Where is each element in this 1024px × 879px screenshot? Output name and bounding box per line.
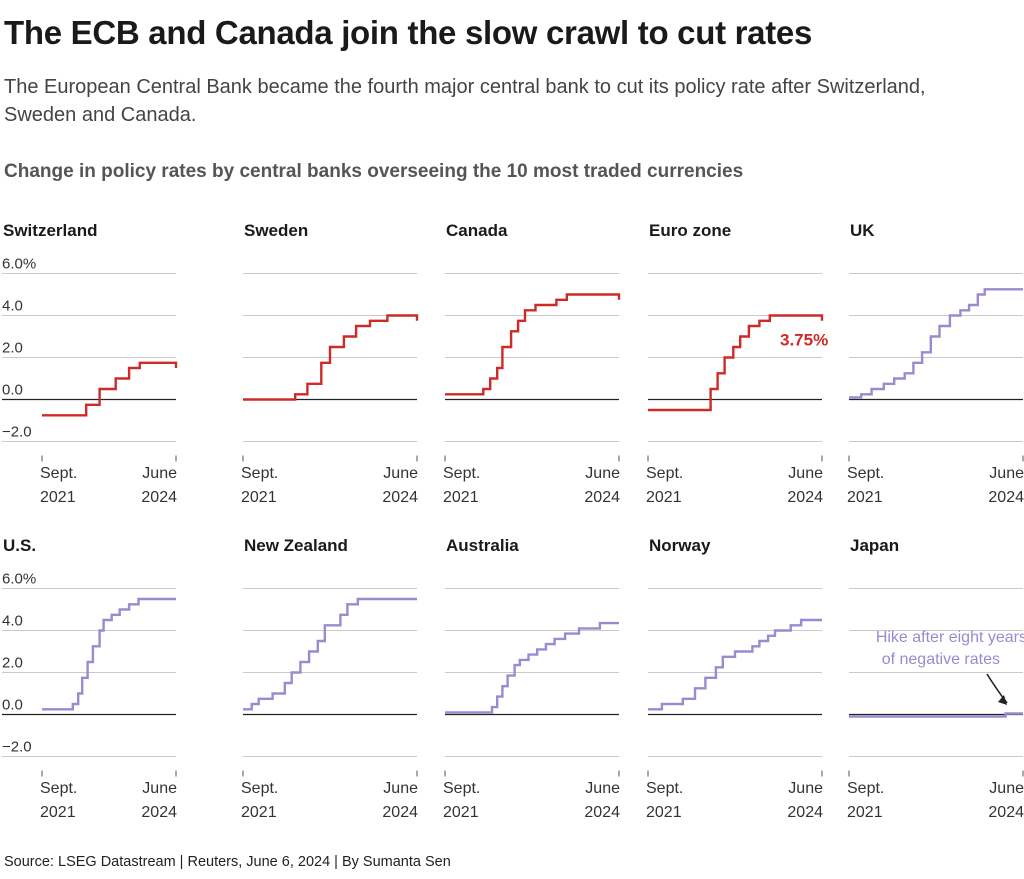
x-tick-label: Sept. xyxy=(40,465,77,482)
x-tick-label: Sept. xyxy=(443,465,480,482)
x-tick-label: Sept. xyxy=(241,780,278,797)
x-tick-label: 2024 xyxy=(382,489,418,506)
y-tick-label: 6.0% xyxy=(2,256,36,273)
panel-title-euro-zone: Euro zone xyxy=(649,221,731,240)
series-line-switzerland xyxy=(42,361,178,417)
x-tick-label: June xyxy=(142,780,177,797)
y-tick-label: 6.0% xyxy=(2,571,36,588)
panel-title-sweden: Sweden xyxy=(244,221,308,240)
x-tick-label: 2024 xyxy=(584,804,620,821)
chart-heading: Change in policy rates by central banks … xyxy=(4,161,744,182)
series-line-sweden xyxy=(243,314,419,401)
annotation-text: Hike after eight years xyxy=(876,629,1024,646)
x-tick-label: 2024 xyxy=(988,489,1024,506)
series-line-norway xyxy=(648,618,822,711)
series-line-canada xyxy=(445,293,621,396)
x-tick-label: Sept. xyxy=(646,465,683,482)
series-line-u-s- xyxy=(42,597,176,711)
x-tick-label: June xyxy=(788,780,823,797)
x-tick-label: 2021 xyxy=(646,489,682,506)
x-tick-label: 2021 xyxy=(443,804,479,821)
y-tick-label: 2.0 xyxy=(2,340,23,357)
series-line-australia xyxy=(445,621,619,714)
panel-title-u-s-: U.S. xyxy=(3,536,36,555)
panel-title-canada: Canada xyxy=(446,221,508,240)
panel-title-australia: Australia xyxy=(446,536,519,555)
annotation-text: of negative rates xyxy=(882,651,1000,668)
x-tick-label: 2024 xyxy=(141,804,177,821)
chart-subtitle: The European Central Bank became the fou… xyxy=(4,76,926,126)
x-tick-label: 2021 xyxy=(40,489,76,506)
y-tick-label: −2.0 xyxy=(2,424,32,441)
x-tick-label: 2021 xyxy=(847,489,883,506)
x-tick-label: 2021 xyxy=(241,489,277,506)
panel-title-new-zealand: New Zealand xyxy=(244,536,348,555)
panel-title-switzerland: Switzerland xyxy=(3,221,97,240)
x-tick-label: Sept. xyxy=(847,780,884,797)
x-tick-label: June xyxy=(585,465,620,482)
x-tick-label: Sept. xyxy=(241,465,278,482)
y-tick-label: 4.0 xyxy=(2,298,23,315)
x-tick-label: 2024 xyxy=(141,489,177,506)
y-tick-label: −2.0 xyxy=(2,739,32,756)
x-tick-label: June xyxy=(383,465,418,482)
panel-title-uk: UK xyxy=(850,221,875,240)
x-tick-label: 2021 xyxy=(443,489,479,506)
series-line-japan xyxy=(849,712,1023,718)
y-tick-label: 0.0 xyxy=(2,382,23,399)
x-tick-label: June xyxy=(585,780,620,797)
x-tick-label: Sept. xyxy=(443,780,480,797)
series-line-uk xyxy=(849,288,1023,399)
value-label: 3.75% xyxy=(780,331,828,350)
annotation-arrowhead xyxy=(998,695,1007,705)
x-tick-label: 2024 xyxy=(584,489,620,506)
x-tick-label: 2021 xyxy=(40,804,76,821)
chart-title: The ECB and Canada join the slow crawl t… xyxy=(4,14,813,51)
small-multiples-chart: Switzerland 6.0% 4.0 2.0 0.0 −2.0 Sept. 2021 Jun… xyxy=(2,221,1024,821)
x-tick-label: Sept. xyxy=(40,780,77,797)
x-tick-label: 2024 xyxy=(382,804,418,821)
source-line: Source: LSEG Datastream | Reuters, June … xyxy=(4,854,451,870)
x-tick-label: June xyxy=(142,465,177,482)
x-tick-label: 2021 xyxy=(241,804,277,821)
y-tick-label: 0.0 xyxy=(2,697,23,714)
panel-title-norway: Norway xyxy=(649,536,711,555)
x-tick-label: 2024 xyxy=(787,489,823,506)
y-tick-label: 4.0 xyxy=(2,613,23,630)
x-tick-label: 2024 xyxy=(787,804,823,821)
panel-title-japan: Japan xyxy=(850,536,899,555)
y-tick-label: 2.0 xyxy=(2,655,23,672)
x-tick-label: 2024 xyxy=(988,804,1024,821)
series-line-euro-zone xyxy=(648,314,824,412)
series-line-new-zealand xyxy=(243,597,417,711)
x-tick-label: 2021 xyxy=(646,804,682,821)
x-tick-label: Sept. xyxy=(646,780,683,797)
x-tick-label: June xyxy=(989,465,1024,482)
x-tick-label: Sept. xyxy=(847,465,884,482)
x-tick-label: June xyxy=(989,780,1024,797)
x-tick-label: June xyxy=(383,780,418,797)
x-tick-label: 2021 xyxy=(847,804,883,821)
x-tick-label: June xyxy=(788,465,823,482)
